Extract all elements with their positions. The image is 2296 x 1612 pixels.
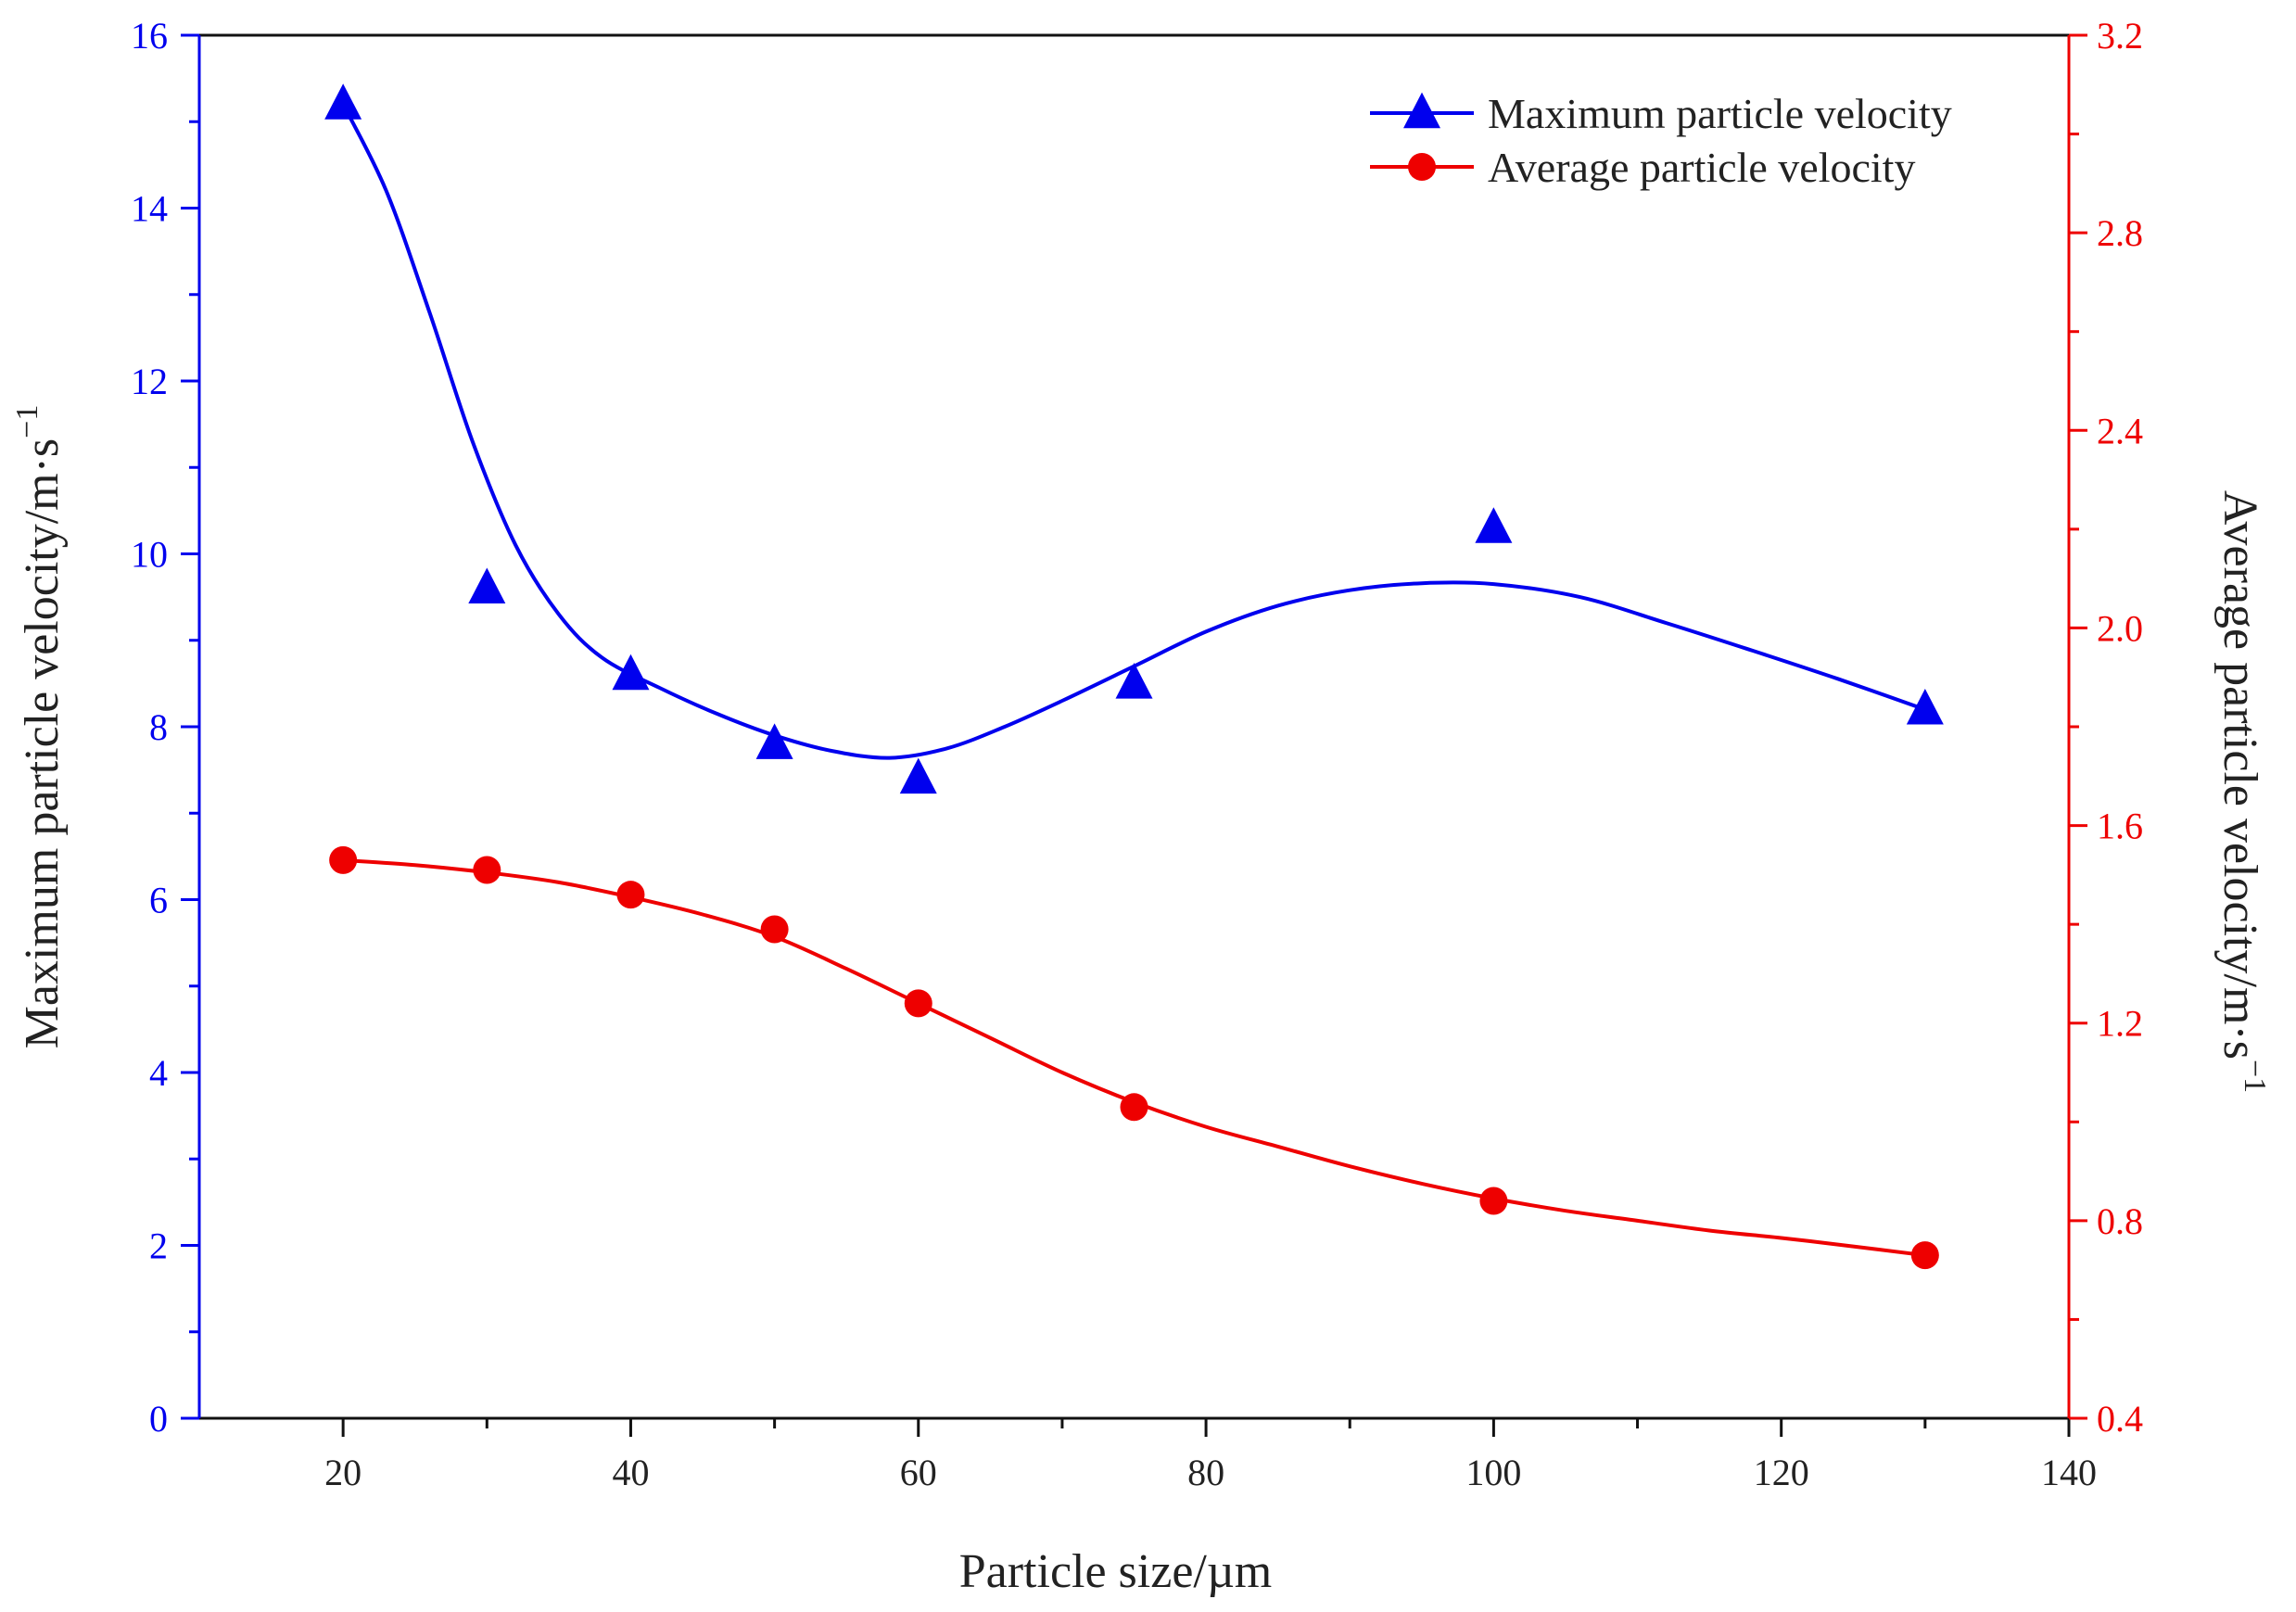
data-point-triangle [1475, 507, 1513, 543]
y-right-tick-label: 1.6 [2097, 806, 2143, 847]
x-tick-label: 60 [900, 1452, 937, 1493]
series-fit-line [343, 857, 1926, 1258]
x-axis-title: Particle size/µm [959, 1545, 1273, 1598]
plot-frame [197, 33, 2071, 1420]
y-right-tick-label: 2.0 [2097, 607, 2143, 649]
data-point-circle [616, 881, 645, 909]
y-left-tick-label: 0 [149, 1398, 168, 1440]
x-tick-label: 80 [1187, 1452, 1224, 1493]
y-left-tick-label: 14 [131, 188, 168, 230]
y-left-tick-label: 10 [131, 534, 168, 576]
series-average-velocity [329, 845, 1939, 1270]
x-tick-label: 120 [1754, 1452, 1809, 1493]
data-point-triangle [468, 567, 506, 603]
data-point-triangle [755, 723, 793, 759]
data-point-triangle [1906, 689, 1944, 725]
y-axis-right-title: Average particle velocity/m·s−1 [2214, 490, 2272, 1093]
y-right-tick-label: 2.4 [2097, 410, 2143, 451]
x-tick-label: 40 [612, 1452, 649, 1493]
series-fit-line [341, 103, 1926, 760]
y-left-tick-label: 6 [149, 880, 168, 921]
x-tick-label: 140 [2041, 1452, 2097, 1493]
y-left-tick-label: 2 [149, 1225, 168, 1267]
data-point-circle [904, 989, 932, 1018]
data-point-circle [473, 856, 501, 884]
x-tick-label: 100 [1465, 1452, 1521, 1493]
legend-label: Maximum particle velocity [1488, 90, 1952, 137]
data-point-circle [760, 915, 789, 944]
legend-circle-marker [1408, 153, 1436, 181]
y-right-tick-label: 0.8 [2097, 1200, 2143, 1242]
data-point-triangle [899, 757, 937, 794]
x-tick-label: 20 [324, 1452, 362, 1493]
y-left-tick-label: 8 [149, 706, 168, 748]
data-point-triangle [324, 83, 362, 120]
y-right-tick-label: 2.8 [2097, 212, 2143, 254]
legend-triangle-marker [1403, 92, 1440, 129]
legend-entry: Maximum particle velocity [1370, 90, 1952, 137]
y-right-tick-label: 1.2 [2097, 1003, 2143, 1045]
y-left-tick-label: 16 [131, 15, 168, 57]
y-axis-left-title: Maximum particle velocity/m·s−1 [10, 405, 69, 1049]
data-point-circle [1479, 1187, 1508, 1215]
legend-label: Average particle velocity [1488, 144, 1915, 191]
y-axis-right-title-exponent: −1 [2238, 1060, 2272, 1093]
y-right-tick-label: 3.2 [2097, 15, 2143, 57]
y-axis-right: 0.4 0.8 1.2 1.6 2.0 2.4 2.8 3.2 [2069, 15, 2143, 1440]
data-point-circle [329, 845, 358, 874]
legend: Maximum particle velocity Average particl… [1370, 90, 1952, 191]
x-axis: 20 40 60 80 100 120 140 [324, 1418, 2097, 1493]
y-right-tick-label: 0.4 [2097, 1398, 2143, 1440]
y-axis-left: 0 2 4 6 8 10 12 14 16 [131, 15, 199, 1440]
y-axis-right-title-main: Average particle velocity/m·s [2214, 490, 2266, 1060]
data-point-circle [1910, 1241, 1939, 1270]
y-axis-left-title-exponent: −1 [10, 405, 44, 438]
y-axis-left-title-main: Maximum particle velocity/m·s [16, 438, 69, 1049]
legend-entry: Average particle velocity [1370, 144, 1915, 191]
data-point-circle [1120, 1093, 1148, 1122]
data-point-triangle [1115, 663, 1153, 699]
data-point-triangle [612, 654, 650, 691]
series-maximum-velocity [324, 83, 1944, 794]
y-left-tick-label: 12 [131, 361, 168, 402]
y-left-tick-label: 4 [149, 1052, 168, 1094]
series-layer [324, 83, 1944, 1270]
